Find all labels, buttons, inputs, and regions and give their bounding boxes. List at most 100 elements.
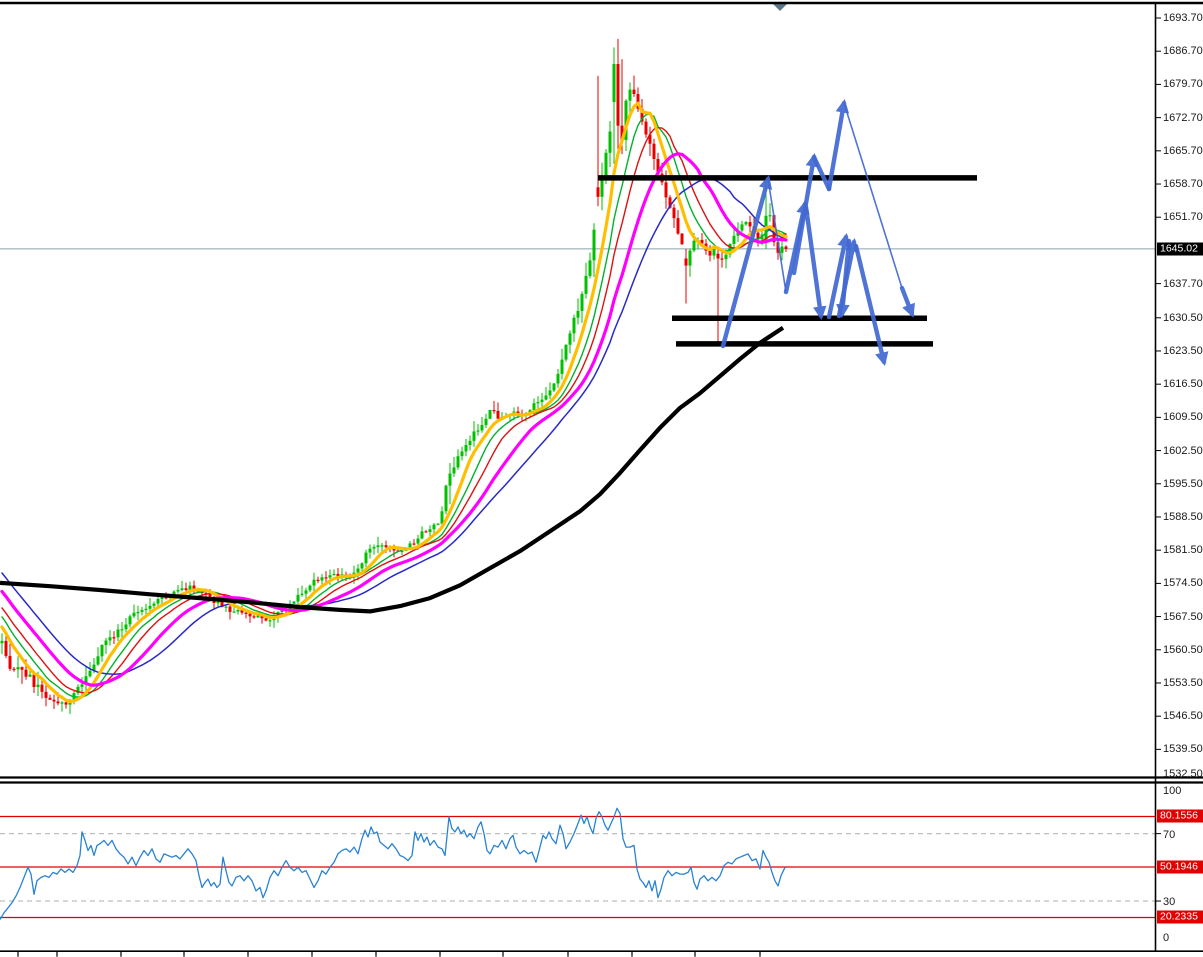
candle-body [220, 602, 224, 607]
candle-body [680, 233, 684, 245]
candle-body [748, 222, 752, 227]
candle-body [376, 545, 380, 548]
candle-body [112, 637, 116, 639]
candle-body [336, 573, 340, 578]
candle-body [36, 684, 40, 688]
price-tick-label: 1616.50 [1163, 378, 1203, 391]
candle-body [472, 431, 476, 441]
price-tick-label: 1588.50 [1163, 510, 1203, 523]
candle-body [88, 670, 92, 677]
candle-body [532, 403, 536, 411]
candle-body [428, 529, 432, 533]
forecast-arrow[interactable] [836, 237, 859, 319]
oscillator-level-badge-80: 80.1556 [1157, 809, 1203, 823]
oscillator-tick-label: 0 [1163, 932, 1170, 944]
candle-body [240, 609, 244, 613]
candle-body [192, 585, 196, 591]
candle-body [412, 543, 416, 545]
price-tick-label: 1686.70 [1163, 45, 1203, 58]
candle-body [744, 222, 748, 225]
support-resistance-lines[interactable] [598, 175, 977, 347]
candle-body [232, 611, 236, 613]
candle-body [720, 258, 724, 260]
candle-body [84, 676, 88, 685]
candle-body [564, 344, 568, 360]
price-tick-label: 1602.50 [1163, 444, 1203, 457]
candle-body [332, 573, 336, 576]
candle-body [604, 152, 608, 177]
candle-body [252, 616, 256, 618]
candle-body [600, 176, 604, 197]
forecast-arrow-tail[interactable] [843, 102, 903, 289]
candle-body [556, 373, 560, 384]
candle-body [664, 182, 668, 198]
price-tick-label: 1546.50 [1163, 710, 1203, 723]
candle-body [652, 143, 656, 159]
forecast-arrow[interactable] [811, 154, 832, 192]
candle-body [392, 548, 396, 551]
forecast-arrow[interactable] [826, 98, 850, 192]
candle-body [316, 579, 320, 582]
candle-body [516, 411, 520, 414]
forecast-arrow[interactable] [720, 175, 773, 349]
candle-body [384, 545, 388, 548]
candle-body [260, 615, 264, 619]
candle-body [636, 94, 640, 109]
candle-body [308, 585, 312, 591]
price-tick-label: 1665.70 [1163, 144, 1203, 157]
candle-body [100, 645, 104, 657]
price-tick-label: 1595.50 [1163, 477, 1203, 490]
candle-body [656, 158, 660, 174]
candle-body [620, 125, 624, 140]
forecast-arrow-tail[interactable] [767, 178, 787, 293]
forecast-arrow[interactable] [826, 232, 851, 320]
candle-body [700, 239, 704, 244]
candle-body [480, 424, 484, 431]
down-triangle-marker[interactable] [773, 4, 787, 11]
candle-body [408, 543, 412, 550]
candle-body [632, 89, 636, 95]
candle-body [380, 545, 384, 547]
candle-body [28, 674, 32, 677]
candle-body [52, 699, 56, 702]
candle-body [228, 606, 232, 612]
candle-body [576, 310, 580, 318]
ma-yellow-line [0, 101, 788, 704]
candle-body [608, 131, 612, 153]
candle-body [456, 456, 460, 468]
candle-body [592, 229, 596, 261]
candle-body [304, 590, 308, 594]
candle-body [492, 409, 496, 412]
oscillator-line [0, 807, 786, 920]
candle-body [32, 674, 36, 688]
candle-body [44, 691, 48, 698]
candle-body [416, 538, 420, 544]
oscillator-panel[interactable] [0, 807, 1156, 920]
candle-body [268, 620, 272, 622]
forecast-arrow[interactable] [899, 285, 915, 318]
ma-green-line [1, 113, 787, 698]
forecast-arrow[interactable] [791, 152, 820, 276]
forecast-arrow[interactable] [803, 204, 827, 321]
candle-body [496, 410, 500, 419]
candle-body [180, 588, 184, 591]
forecast-arrows[interactable] [720, 98, 915, 366]
candle-body [64, 702, 68, 705]
candle-body [60, 702, 64, 704]
candle-body [152, 603, 156, 606]
candle-body [96, 656, 100, 665]
forecast-arrow[interactable] [853, 243, 889, 366]
slow-ma-path [0, 325, 785, 614]
candle-body [0, 640, 4, 644]
candle-body [784, 246, 788, 249]
candle-body [328, 575, 332, 578]
candle-body [176, 590, 180, 592]
candle-body [768, 215, 772, 217]
candle-body [144, 608, 148, 610]
candle-body [12, 668, 16, 670]
price-tick-label: 1532.50 [1163, 768, 1203, 780]
candle-body [320, 577, 324, 581]
